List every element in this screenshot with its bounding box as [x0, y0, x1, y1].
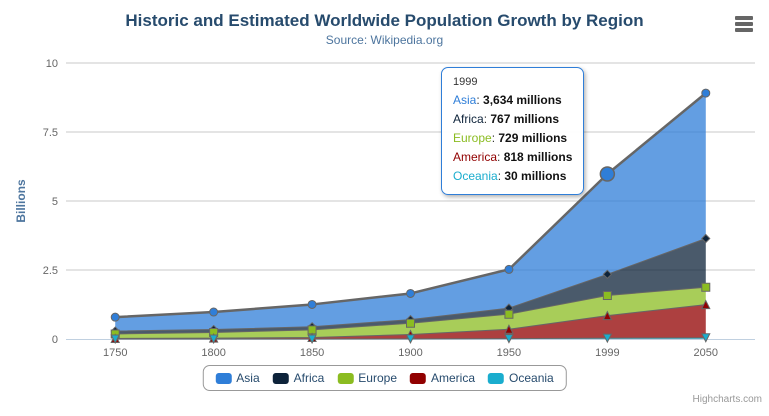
marker-america-1999[interactable] [602, 310, 613, 321]
marker-europe-1850[interactable] [307, 325, 317, 335]
tooltip-separator: : [497, 169, 505, 183]
marker-asia-1900[interactable] [406, 288, 415, 298]
marker-asia-1999[interactable] [599, 166, 616, 182]
area-america[interactable] [115, 304, 706, 339]
legend-label: Africa [293, 371, 325, 385]
tooltip-value: 729 millions [498, 131, 568, 145]
credits-link[interactable]: Highcharts.com [692, 394, 762, 405]
marker-oceania-1850[interactable] [307, 334, 317, 345]
legend-swatch-icon [410, 372, 427, 384]
legend-item-asia[interactable]: Asia [215, 371, 260, 385]
y-axis-tick-label: 2.5 [43, 265, 58, 277]
legend-item-europe[interactable]: Europe [337, 371, 397, 385]
marker-asia-1850[interactable] [307, 299, 317, 309]
marker-asia-1750[interactable] [110, 312, 120, 322]
tooltip-separator: : [476, 93, 484, 107]
legend-swatch-icon [488, 372, 505, 384]
tooltip-header: 1999 [453, 76, 478, 88]
marker-america-2050[interactable] [700, 299, 711, 310]
tooltip-row-america: America: 818 millions [453, 148, 572, 167]
y-axis-tick-label: 0 [52, 334, 58, 346]
tooltip-separator: : [491, 131, 499, 145]
tooltip-series-name: Oceania [453, 169, 498, 183]
legend-label: Asia [236, 371, 260, 385]
marker-europe-1999[interactable] [602, 290, 612, 300]
chart-title: Historic and Estimated Worldwide Populat… [125, 11, 644, 30]
tooltip-value: 3,634 millions [483, 93, 562, 107]
legend-label: America [431, 371, 476, 385]
marker-oceania-2050[interactable] [700, 333, 711, 343]
legend-swatch-icon [215, 372, 232, 384]
tooltip-value: 30 millions [504, 169, 567, 183]
x-axis-tick-label: 1850 [300, 347, 324, 359]
tooltip-value: 818 millions [503, 150, 573, 164]
marker-oceania-1900[interactable] [405, 334, 416, 344]
marker-oceania-1750[interactable] [110, 334, 121, 345]
legend-swatch-icon [337, 372, 354, 384]
y-axis-tick-label: 10 [46, 58, 58, 70]
y-axis-tick-label: 5 [52, 196, 58, 208]
legend-item-africa[interactable]: Africa [272, 371, 325, 385]
tooltip-row-oceania: Oceania: 30 millions [453, 167, 572, 186]
tooltip-separator: : [497, 150, 504, 164]
marker-oceania-1999[interactable] [602, 333, 613, 344]
tooltip-rows: Asia: 3,634 millions Africa: 767 millions… [453, 91, 572, 186]
tooltip-series-name: Africa [453, 112, 484, 126]
marker-america-1950[interactable] [504, 324, 514, 334]
marker-europe-1900[interactable] [406, 318, 415, 328]
y-axis-tick-label: 7.5 [43, 127, 58, 139]
legend-item-america[interactable]: America [410, 371, 475, 385]
legend-label: Oceania [509, 371, 554, 385]
area-africa[interactable] [115, 238, 706, 334]
x-axis-tick-label: 1950 [497, 347, 521, 359]
x-axis-tick-label: 1750 [103, 347, 127, 359]
area-asia[interactable] [115, 93, 706, 332]
marker-asia-1950[interactable] [504, 264, 514, 274]
marker-asia-2050[interactable] [701, 88, 711, 98]
legend-label: Europe [358, 371, 398, 385]
tooltip-series-name: Asia [453, 93, 477, 107]
tooltip-series-name: Europe [453, 131, 492, 145]
marker-oceania-1800[interactable] [208, 334, 219, 345]
tooltip-series-name: America [453, 150, 498, 164]
tooltip-row-europe: Europe: 729 millions [453, 129, 572, 148]
chart-subtitle: Source: Wikipedia.org [325, 33, 444, 47]
export-menu-button[interactable] [732, 14, 756, 36]
legend-swatch-icon [272, 372, 289, 384]
marker-asia-1800[interactable] [209, 307, 219, 317]
tooltip-value: 767 millions [490, 112, 560, 126]
x-axis-tick-label: 1900 [398, 347, 422, 359]
marker-oceania-1950[interactable] [504, 334, 514, 344]
y-axis-title: Billions [14, 179, 28, 223]
tooltip: 1999 Asia: 3,634 millions Africa: 767 mil… [441, 67, 585, 195]
tooltip-row-asia: Asia: 3,634 millions [453, 91, 572, 110]
marker-europe-2050[interactable] [701, 282, 711, 292]
marker-europe-1950[interactable] [504, 309, 514, 319]
tooltip-separator: : [483, 112, 491, 126]
marker-africa-2050[interactable] [701, 233, 711, 244]
x-axis-tick-label: 1800 [201, 347, 225, 359]
legend: Asia Africa Europe America Oceania [202, 365, 567, 391]
x-axis-tick-label: 2050 [694, 347, 718, 359]
legend-item-oceania[interactable]: Oceania [488, 371, 554, 385]
hamburger-icon [734, 16, 754, 32]
tooltip-row-africa: Africa: 767 millions [453, 110, 572, 129]
x-axis-tick-label: 1999 [595, 347, 619, 359]
marker-africa-1999[interactable] [602, 269, 613, 280]
